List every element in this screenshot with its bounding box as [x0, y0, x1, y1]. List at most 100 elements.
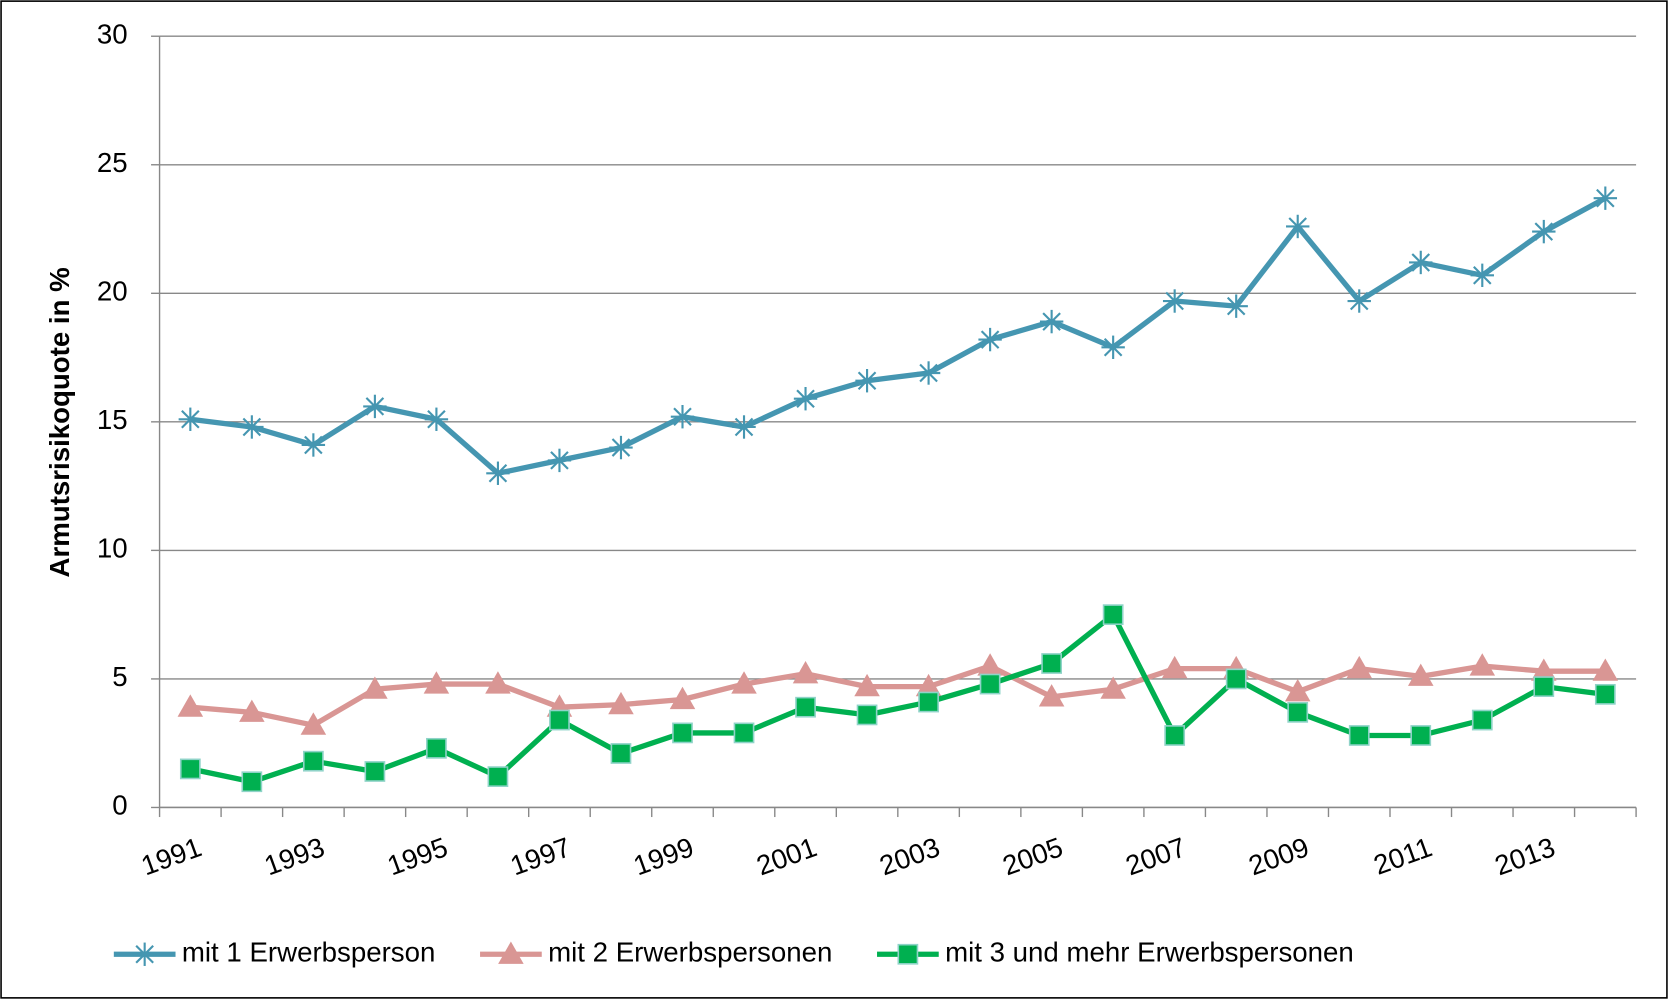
- marker: [1101, 335, 1125, 359]
- marker: [1284, 679, 1311, 702]
- marker: [498, 941, 524, 964]
- marker: [1592, 658, 1619, 681]
- marker: [1162, 289, 1187, 313]
- marker: [1286, 214, 1310, 239]
- marker: [1287, 701, 1309, 723]
- marker-stroke: [1165, 291, 1184, 311]
- marker: [240, 415, 264, 439]
- marker: [1348, 725, 1370, 746]
- marker: [485, 671, 511, 694]
- marker: [1594, 683, 1616, 705]
- marker: [669, 686, 696, 710]
- marker: [795, 696, 816, 718]
- marker: [609, 435, 633, 460]
- marker: [978, 327, 1002, 352]
- marker-stroke: [242, 417, 262, 437]
- marker: [672, 722, 693, 744]
- marker: [1224, 294, 1248, 318]
- marker-stroke: [488, 463, 508, 483]
- marker: [241, 771, 263, 793]
- marker: [915, 673, 942, 697]
- marker: [1225, 668, 1247, 690]
- y-tick-label: 10: [97, 533, 128, 564]
- marker: [916, 361, 941, 385]
- marker: [486, 461, 510, 485]
- marker: [547, 448, 572, 473]
- marker-stroke: [1349, 291, 1369, 311]
- marker: [856, 704, 878, 726]
- marker-stroke: [1473, 266, 1492, 285]
- series-line: [189, 195, 1607, 476]
- y-axis-label: Armutsrisikoquote in %: [44, 267, 75, 577]
- marker: [487, 766, 509, 787]
- marker-stroke: [181, 410, 200, 429]
- marker: [897, 943, 919, 965]
- marker: [364, 761, 386, 782]
- marker-stroke: [857, 371, 877, 390]
- marker-stroke: [550, 451, 569, 470]
- marker: [1346, 655, 1373, 679]
- marker: [610, 743, 632, 764]
- marker: [1041, 653, 1063, 674]
- marker: [670, 405, 695, 429]
- marker-stroke: [427, 410, 446, 429]
- marker: [733, 722, 755, 744]
- marker: [918, 691, 939, 713]
- marker-stroke: [919, 363, 938, 383]
- marker-stroke: [673, 407, 692, 426]
- marker-stroke: [135, 945, 154, 964]
- y-tick-label: 0: [112, 790, 127, 821]
- marker: [1102, 604, 1124, 626]
- marker: [1593, 186, 1618, 210]
- y-tick-label: 30: [97, 19, 128, 50]
- marker-stroke: [1596, 188, 1615, 208]
- marker: [549, 709, 570, 731]
- marker: [979, 673, 1001, 695]
- marker: [1532, 219, 1556, 244]
- marker: [1470, 263, 1494, 288]
- marker: [1161, 655, 1188, 679]
- marker: [1531, 658, 1557, 681]
- marker: [423, 671, 450, 694]
- marker: [424, 407, 449, 431]
- marker: [132, 942, 157, 966]
- marker: [1100, 676, 1126, 699]
- marker-stroke: [611, 438, 631, 457]
- marker: [300, 712, 327, 735]
- marker: [426, 737, 447, 759]
- marker: [302, 750, 324, 772]
- marker-stroke: [1226, 296, 1246, 316]
- marker: [608, 691, 634, 715]
- marker: [1469, 653, 1496, 676]
- marker: [362, 676, 388, 699]
- marker: [793, 387, 818, 411]
- marker: [177, 694, 204, 717]
- marker: [731, 671, 757, 694]
- marker-stroke: [1042, 312, 1061, 331]
- marker: [977, 653, 1003, 676]
- marker: [855, 369, 879, 393]
- marker: [1409, 250, 1433, 275]
- marker-stroke: [796, 389, 815, 408]
- marker: [301, 433, 326, 457]
- marker: [178, 407, 203, 431]
- y-tick-label: 25: [97, 147, 128, 178]
- legend-label: mit 2 Erwerbspersonen: [548, 937, 832, 968]
- marker: [1471, 709, 1493, 731]
- marker: [854, 673, 880, 697]
- y-tick-label: 15: [97, 404, 128, 435]
- legend-label: mit 3 und mehr Erwerbspersonen: [945, 937, 1354, 968]
- marker-stroke: [734, 417, 754, 437]
- marker-stroke: [365, 397, 385, 416]
- y-tick-label: 5: [112, 661, 127, 692]
- marker-stroke: [1534, 222, 1554, 241]
- marker: [363, 394, 387, 419]
- marker-stroke: [304, 435, 323, 455]
- marker: [1410, 725, 1432, 746]
- marker-stroke: [1411, 253, 1431, 272]
- marker: [1407, 663, 1434, 686]
- marker: [1039, 309, 1064, 334]
